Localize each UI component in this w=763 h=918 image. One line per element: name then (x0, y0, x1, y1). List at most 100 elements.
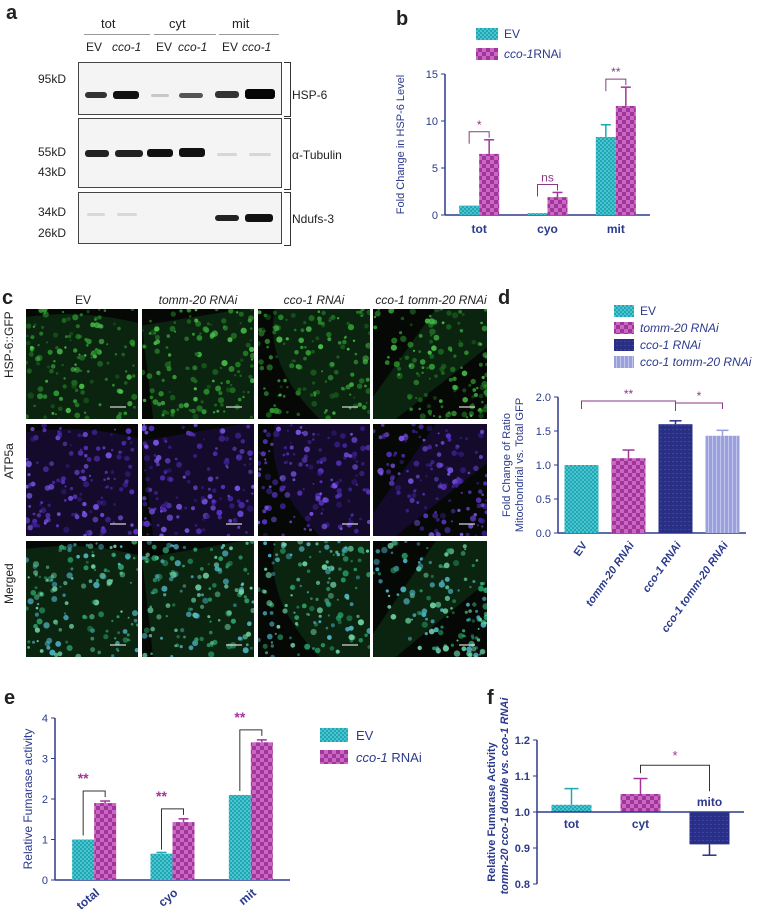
fluorescent-spot (66, 645, 73, 651)
fluorescent-spot (117, 564, 124, 571)
fluorescent-spot (151, 544, 157, 550)
fluorescent-spot (144, 444, 149, 449)
fluorescent-spot (96, 579, 99, 582)
fluorescent-spot (129, 339, 136, 346)
fluorescent-spot (193, 454, 198, 458)
fluorescent-spot (195, 584, 202, 591)
fluorescent-spot (470, 378, 476, 385)
fluorescent-spot (83, 354, 87, 357)
fluorescent-spot (377, 309, 381, 311)
row-bracket (284, 62, 291, 117)
fluorescent-spot (289, 461, 293, 465)
bar (689, 812, 730, 845)
fluorescent-spot (457, 452, 460, 455)
fluorescent-spot (427, 444, 432, 450)
fluorescent-spot (250, 352, 254, 360)
fluorescent-spot (413, 379, 420, 386)
fluorescent-spot (221, 318, 227, 324)
fluorescent-spot (170, 655, 174, 657)
fluorescent-spot (279, 476, 283, 480)
fluorescent-spot (81, 583, 87, 589)
fluorescent-spot (335, 649, 340, 654)
fluorescent-spot (450, 643, 454, 647)
fluorescent-spot (217, 619, 221, 622)
fluorescent-spot (294, 350, 299, 355)
fluorescent-spot (166, 476, 173, 482)
fluorescent-spot (238, 555, 243, 560)
fluorescent-spot (482, 406, 487, 413)
fluorescent-spot (46, 365, 51, 369)
fluorescent-spot (281, 542, 286, 547)
fluorescent-spot (409, 309, 416, 315)
bar (551, 804, 592, 812)
fluorescent-spot (106, 343, 109, 346)
fluorescent-spot (455, 446, 459, 450)
fluorescent-spot (476, 503, 482, 509)
fluorescent-spot (132, 364, 135, 367)
fluorescent-spot (113, 503, 116, 506)
fluorescent-spot (441, 321, 445, 325)
fluorescent-spot (79, 354, 86, 361)
lane-label: cco-1 (178, 40, 208, 54)
fluorescent-spot (191, 408, 196, 414)
fluorescent-spot (457, 508, 461, 513)
fluorescent-spot (201, 486, 204, 490)
fluorescent-spot (30, 335, 35, 340)
panel-c-label: c (2, 287, 14, 309)
fluorescent-spot (77, 497, 82, 502)
fluorescent-spot (168, 445, 172, 449)
fluorescent-spot (90, 478, 93, 482)
fluorescent-spot (27, 473, 31, 477)
fluorescent-spot (258, 520, 261, 525)
fluorescent-spot (174, 560, 181, 567)
fluorescent-spot (173, 544, 179, 550)
fluorescent-spot (310, 369, 317, 376)
fluorescent-spot (478, 653, 481, 656)
fluorescent-spot (357, 402, 362, 407)
fluorescent-spot (50, 574, 55, 579)
fluorescent-spot (448, 499, 452, 503)
fluorescent-spot (377, 572, 382, 576)
fluorescent-spot (160, 636, 163, 640)
fluorescent-spot (187, 558, 194, 565)
fluorescent-spot (399, 331, 403, 335)
fluorescent-spot (277, 379, 281, 383)
fluorescent-spot (359, 378, 365, 384)
group-line-tot (84, 34, 150, 35)
fluorescent-spot (467, 471, 471, 475)
micrograph-image (258, 309, 370, 419)
fluorescent-spot (482, 596, 487, 601)
fluorescent-spot (392, 309, 395, 311)
blot-band (115, 150, 143, 157)
fluorescent-spot (45, 379, 49, 383)
fluorescent-spot (272, 330, 277, 335)
fluorescent-spot (203, 438, 205, 441)
panel-d-label: d (498, 287, 511, 309)
fluorescent-spot (35, 606, 39, 610)
fluorescent-spot (246, 424, 251, 429)
fluorescent-spot (220, 484, 226, 490)
fluorescent-spot (251, 492, 254, 495)
significance-label: * (697, 389, 702, 403)
fluorescent-spot (154, 458, 160, 464)
fluorescent-spot (39, 503, 42, 506)
fluorescent-spot (206, 384, 211, 390)
fluorescent-spot (315, 597, 319, 601)
fluorescent-spot (118, 412, 122, 416)
fluorescent-spot (299, 584, 302, 588)
fluorescent-spot (471, 402, 475, 406)
bar (94, 803, 117, 880)
fluorescent-spot (72, 494, 78, 499)
legend-label: cco-1 RNAi (356, 750, 422, 765)
y-axis-title: tomm-20 cco-1 double vs. cco-1 RNAi (499, 697, 511, 895)
fluorescent-spot (329, 550, 333, 553)
fluorescent-spot (356, 310, 360, 314)
fluorescent-spot (148, 507, 151, 510)
fluorescent-spot (220, 382, 223, 385)
fluorescent-spot (67, 557, 74, 563)
fluorescent-spot (430, 467, 433, 471)
fluorescent-spot (249, 346, 254, 352)
fluorescent-spot (45, 512, 51, 519)
fluorescent-spot (43, 311, 47, 315)
